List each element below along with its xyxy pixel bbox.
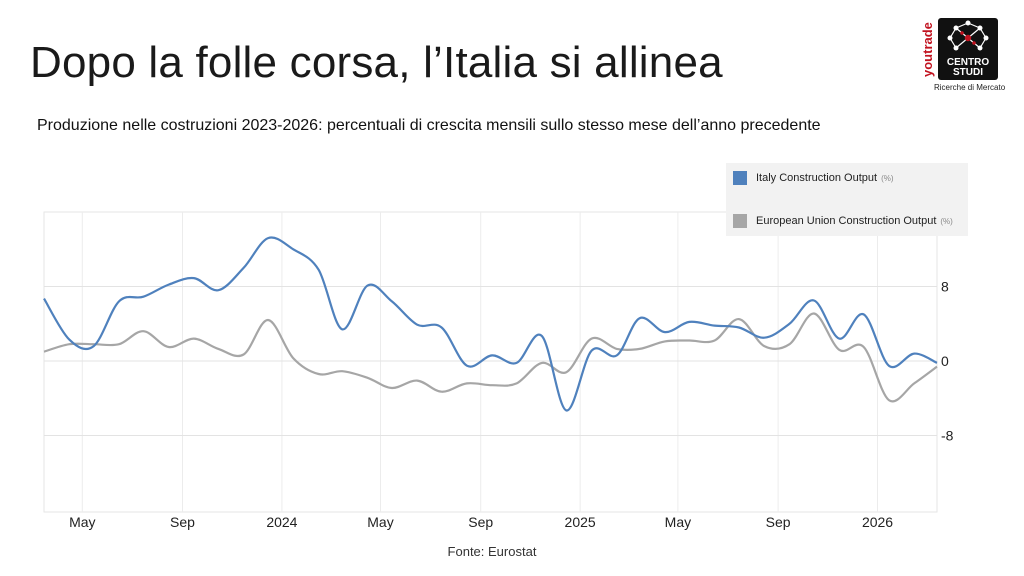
y-axis: 8 0 -8 [941,279,954,444]
x-tick-label: 2025 [565,514,596,530]
legend-item-eu[interactable]: European Union Construction Output (%) [733,213,953,229]
legend-swatch-italy [733,171,747,185]
x-tick-label: Sep [766,514,791,530]
legend-item-italy[interactable]: Italy Construction Output (%) [733,170,894,186]
y-tick-label: -8 [941,428,954,444]
series-line-italy [43,236,938,412]
brand-logo: youtrade CENTRO STUDI Ricerche di Mercat… [920,18,1006,98]
x-tick-label: 2026 [862,514,893,530]
logo-caption: Ricerche di Mercato [934,83,1006,92]
legend-unit-italy: (%) [881,173,894,183]
x-tick-label: Sep [170,514,195,530]
chart-series [43,236,938,412]
chart-grid [43,211,938,513]
logo-line-1: CENTRO [946,57,990,68]
slide-title: Dopo la folle corsa, l’Italia si allinea [30,38,723,87]
chart-legend: Italy Construction Output (%) European U… [726,163,968,236]
legend-unit-eu: (%) [940,216,953,226]
plot-area [43,211,938,513]
x-axis: May Sep 2024 May Sep 2025 May Sep 2026 [69,514,893,530]
legend-swatch-eu [733,214,747,228]
legend-label-eu: European Union Construction Output [756,215,937,227]
logo-line-2: STUDI [953,67,983,78]
network-icon [947,20,989,51]
x-tick-label: 2024 [266,514,297,530]
slide-subtitle: Produzione nelle costruzioni 2023-2026: … [37,117,821,134]
x-tick-label: May [367,514,393,530]
source-note: Fonte: Eurostat [447,544,537,559]
x-tick-label: May [69,514,95,530]
x-tick-label: May [665,514,691,530]
legend-label-italy: Italy Construction Output [756,172,878,184]
x-tick-label: Sep [468,514,493,530]
logo-badge: CENTRO STUDI [938,18,998,80]
y-tick-label: 0 [941,353,949,369]
y-tick-label: 8 [941,279,949,295]
